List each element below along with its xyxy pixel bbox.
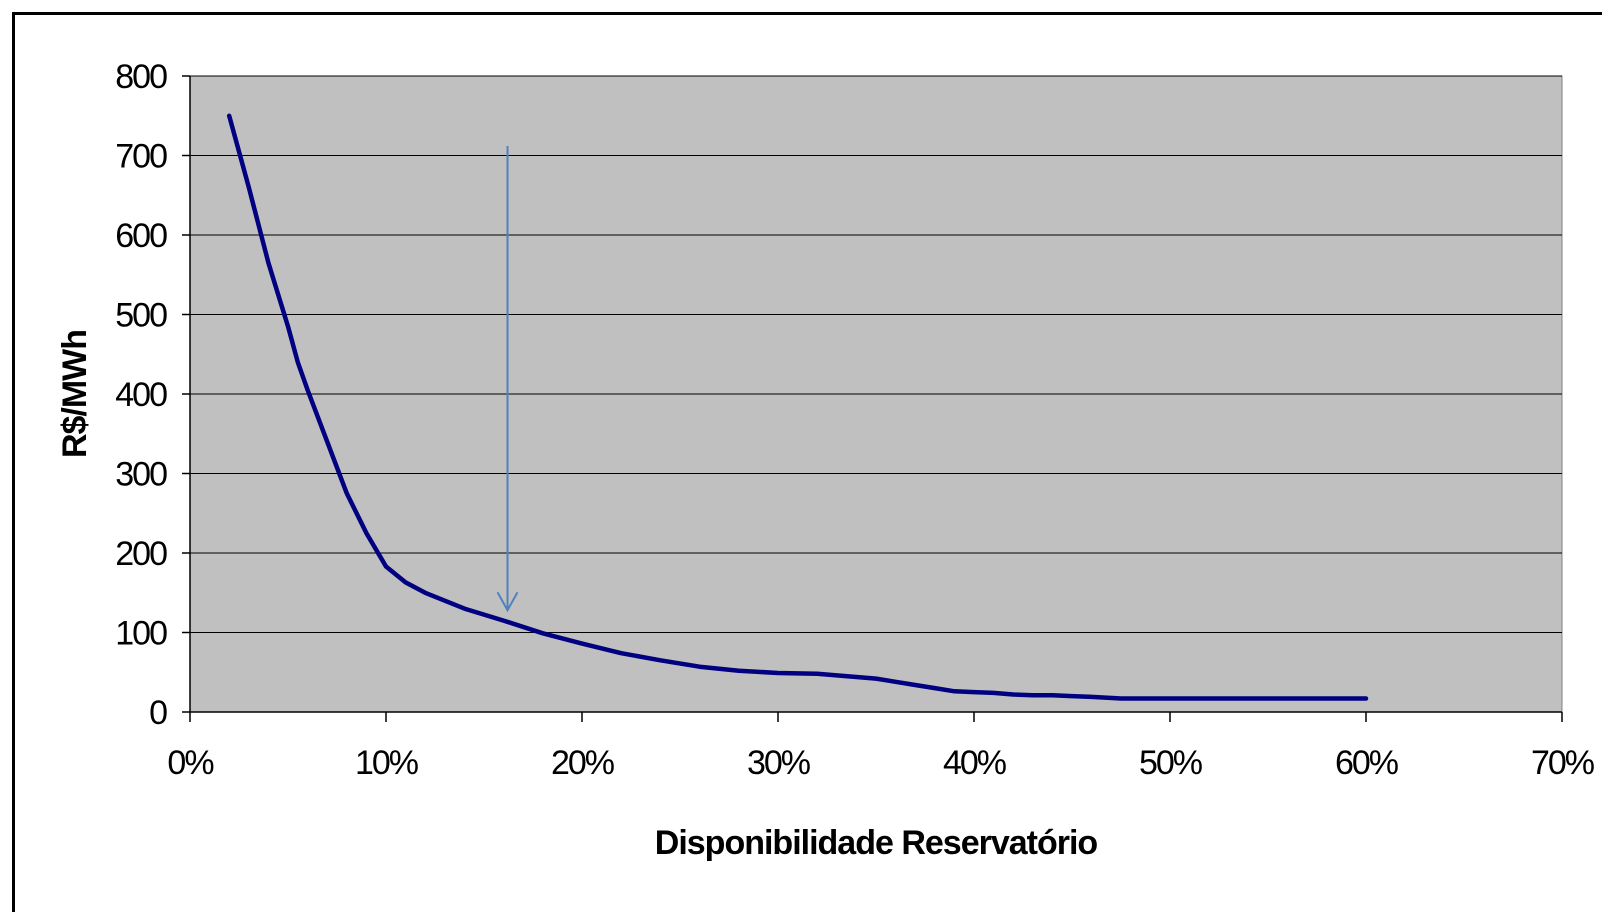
y-tick-label: 300: [115, 456, 167, 494]
y-tick-label: 500: [115, 297, 167, 335]
annotation-layer: [496, 145, 519, 613]
arrow-head: [496, 591, 519, 613]
x-tick-label: 50%: [1139, 744, 1203, 782]
x-tick-label: 30%: [747, 744, 811, 782]
x-axis-title: Disponibilidade Reservatório: [655, 824, 1098, 862]
y-tick-label: 100: [115, 615, 167, 653]
y-tick-label: 200: [115, 535, 167, 573]
x-tick-label: 60%: [1335, 744, 1399, 782]
y-tick-label: 400: [115, 376, 167, 414]
x-tick-label: 0%: [167, 744, 214, 782]
x-tick-label: 70%: [1531, 744, 1595, 782]
y-tick-label: 800: [115, 58, 167, 96]
series-line-0: [226, 113, 1369, 701]
gridlines: [190, 75, 1562, 633]
series-layer: [226, 113, 1369, 701]
y-axis-title: R$/MWh: [56, 330, 94, 458]
y-tick-label: 700: [115, 138, 167, 176]
annotation-arrow: [496, 145, 519, 613]
x-tick-label: 10%: [355, 744, 419, 782]
x-tick-label: 40%: [943, 744, 1007, 782]
y-tick-label: 600: [115, 217, 167, 255]
y-tick-label: 0: [149, 694, 167, 732]
x-tick-label: 20%: [551, 744, 615, 782]
y-axis-ticks: 0 100 200 300 400 500 600 700 800: [115, 58, 190, 732]
x-axis-ticks: 0% 10% 20% 30% 40% 50% 60% 70%: [167, 712, 1597, 782]
